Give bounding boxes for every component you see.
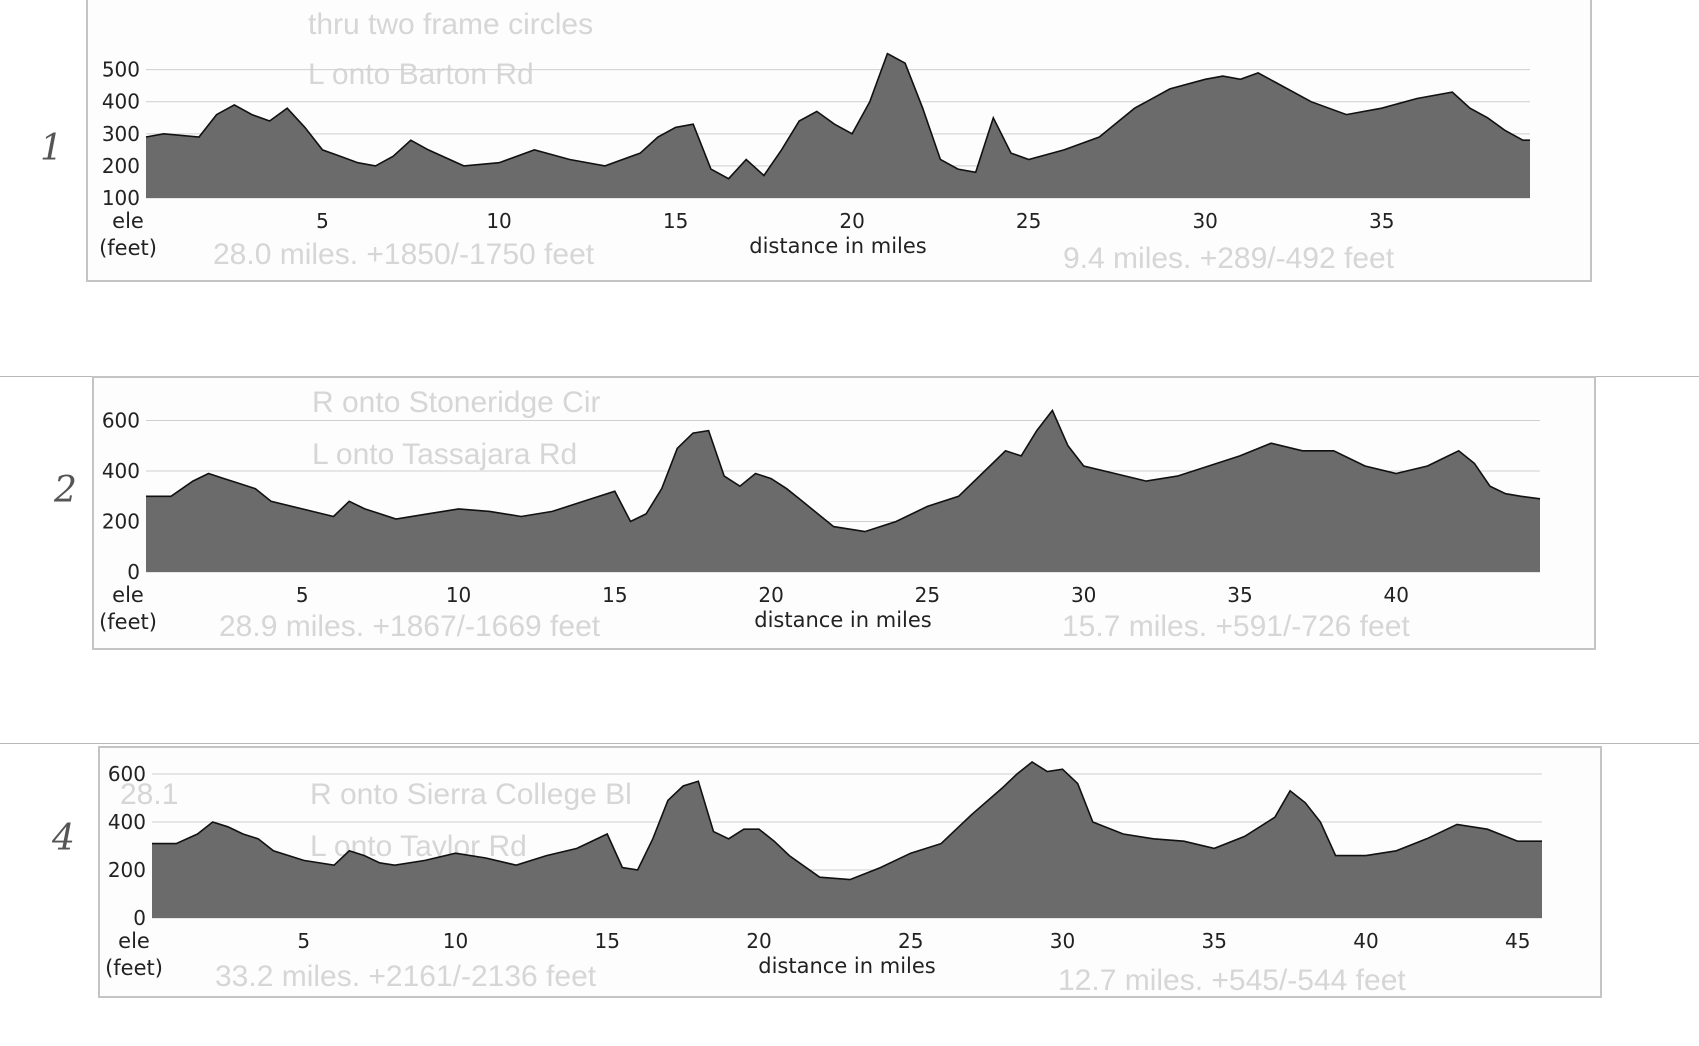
ghost-text: R onto Stoneridge Cir [312,386,601,419]
x-tick-label: 25 [1016,209,1041,233]
x-axis-label: distance in miles [754,608,931,632]
elevation-area [146,53,1530,198]
x-tick-label: 30 [1050,929,1075,953]
y-tick-label: 600 [102,409,140,433]
y-axis-label: ele [112,209,144,233]
y-axis-label: ele [118,929,150,953]
y-tick-label: 600 [108,762,146,786]
x-tick-label: 15 [663,209,688,233]
ghost-text: 28.1 [120,778,179,811]
elevation-line [145,52,1530,180]
handwritten-label-3: 4 [52,818,75,859]
y-tick-label: 200 [108,858,146,882]
x-tick-label: 25 [915,583,940,607]
elevation-chart-3: 28.1 R onto Sierra College Bl L onto Tay… [98,746,1602,998]
y-tick-label: 400 [102,90,140,114]
x-tick-label: 20 [746,929,771,953]
x-tick-label: 5 [297,929,310,953]
y-tick-label: 400 [102,459,140,483]
x-tick-label: 5 [316,209,329,233]
x-tick-label: 20 [758,583,783,607]
elevation-line [146,408,1541,533]
ghost-text: 12.7 miles. +545/-544 feet [1058,964,1406,997]
strip-edge-middle [0,743,1699,744]
elevation-plot-3: 0 200 400 600 5 10 15 20 25 30 35 40 45 distance in m… [105,761,1542,980]
x-axis-label: distance in miles [749,234,926,258]
y-tick-label: 0 [133,906,146,930]
elevation-plot-2: 0 200 400 600 5 10 15 20 25 30 35 40 distance in mil… [99,408,1541,634]
y-axis-label: ele [112,583,144,607]
ghost-text: 28.9 miles. +1867/-1669 feet [219,610,601,643]
handwritten-label-2: 2 [54,470,77,511]
x-tick-label: 5 [296,583,309,607]
x-tick-label: 25 [898,929,923,953]
x-axis-label: distance in miles [758,954,935,978]
ghost-text: L onto Barton Rd [308,58,534,91]
elevation-area [146,410,1540,572]
y-tick-label: 200 [102,154,140,178]
elevation-chart-2: R onto Stoneridge Cir L onto Tassajara R… [92,376,1596,650]
y-tick-label: 100 [102,186,140,210]
x-tick-label: 30 [1192,209,1217,233]
y-axis-label: (feet) [99,236,157,260]
x-tick-label: 30 [1071,583,1096,607]
ghost-text: 33.2 miles. +2161/-2136 feet [215,960,597,993]
y-tick-label: 400 [108,810,146,834]
y-tick-label: 300 [102,122,140,146]
y-axis-label: (feet) [99,610,157,634]
x-tick-label: 35 [1369,209,1394,233]
x-tick-label: 35 [1227,583,1252,607]
x-tick-label: 45 [1505,929,1530,953]
ghost-text: thru two frame circles [308,8,594,41]
x-tick-label: 15 [602,583,627,607]
elevation-area [152,762,1542,918]
x-tick-label: 15 [595,929,620,953]
x-tick-label: 10 [486,209,511,233]
y-tick-label: 0 [127,560,140,584]
elevation-chart-1: thru two frame circles L onto Barton Rd … [86,0,1592,282]
elevation-line [152,761,1542,881]
ghost-text: 28.0 miles. +1850/-1750 feet [213,238,595,271]
x-tick-label: 10 [443,929,468,953]
ghost-text: 15.7 miles. +591/-726 feet [1062,610,1410,643]
x-tick-label: 35 [1202,929,1227,953]
ghost-text: L onto Tassajara Rd [312,438,578,471]
x-tick-label: 10 [446,583,471,607]
ghost-text: R onto Sierra College Bl [310,778,632,811]
x-tick-label: 20 [839,209,864,233]
handwritten-label-1: 1 [40,128,63,169]
ghost-text: 9.4 miles. +289/-492 feet [1063,242,1395,275]
y-tick-label: 200 [102,510,140,534]
x-tick-label: 40 [1383,583,1408,607]
y-axis-label: (feet) [105,956,163,980]
x-tick-label: 40 [1353,929,1378,953]
y-tick-label: 500 [102,58,140,82]
elevation-plot-1: 100 200 300 400 500 5 10 15 20 25 30 35 distance in … [99,52,1530,260]
